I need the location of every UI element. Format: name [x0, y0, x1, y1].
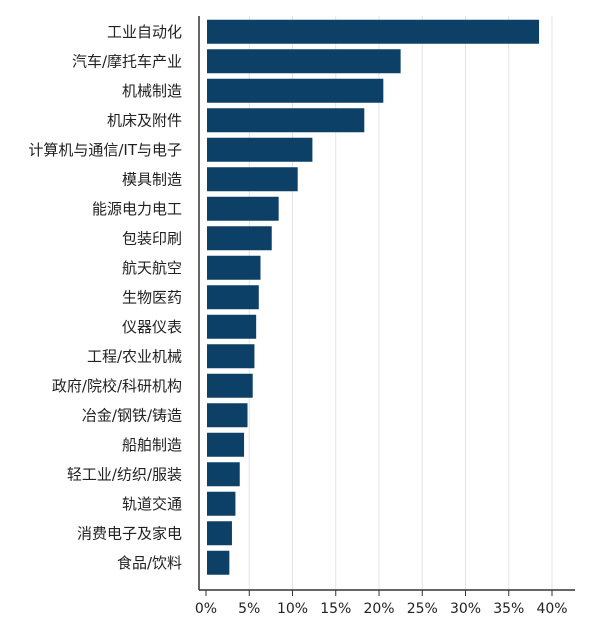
bar-10	[207, 314, 257, 339]
bar-5	[207, 167, 298, 192]
bars	[207, 19, 540, 575]
x-tick-label-3: 15%	[320, 601, 351, 617]
category-label-3: 机床及附件	[107, 111, 182, 129]
category-label-0: 工业自动化	[107, 23, 182, 41]
category-label-8: 航天航空	[122, 259, 182, 277]
x-tick-label-4: 20%	[363, 601, 394, 617]
category-label-7: 包装印刷	[122, 229, 182, 247]
category-label-13: 冶金/钢铁/铸造	[82, 406, 182, 424]
x-tick-label-7: 35%	[493, 601, 524, 617]
bar-15	[207, 462, 240, 487]
bar-2	[207, 78, 384, 103]
category-label-2: 机械制造	[122, 82, 182, 100]
x-tick-label-8: 40%	[536, 601, 567, 617]
category-label-1: 汽车/摩托车产业	[72, 52, 182, 70]
bar-13	[207, 403, 248, 428]
category-label-6: 能源电力电工	[92, 200, 182, 218]
category-labels: 工业自动化汽车/摩托车产业机械制造机床及附件计算机与通信/IT与电子模具制造能源…	[28, 23, 182, 572]
category-label-15: 轻工业/纺织/服装	[67, 465, 182, 483]
bar-16	[207, 491, 236, 516]
bar-14	[207, 432, 245, 457]
bar-4	[207, 137, 313, 162]
category-label-18: 食品/饮料	[117, 554, 182, 572]
category-label-17: 消费电子及家电	[77, 524, 182, 542]
x-tick-label-1: 5%	[238, 601, 260, 617]
bar-3	[207, 108, 365, 133]
bar-12	[207, 373, 253, 398]
category-label-12: 政府/院校/科研机构	[52, 377, 182, 395]
category-label-16: 轨道交通	[122, 495, 182, 513]
bar-6	[207, 196, 279, 221]
category-label-4: 计算机与通信/IT与电子	[28, 141, 182, 159]
bar-8	[207, 255, 261, 280]
bar-9	[207, 285, 259, 310]
axes: 0% 5% 10% 15% 20% 25% 30% 35% 40%	[195, 16, 575, 617]
category-label-11: 工程/农业机械	[87, 347, 182, 365]
category-label-9: 生物医药	[122, 288, 182, 306]
x-tick-label-2: 10%	[277, 601, 308, 617]
bar-18	[207, 550, 230, 575]
category-label-5: 模具制造	[122, 170, 182, 188]
bar-0	[207, 19, 540, 44]
x-tick-label-5: 25%	[407, 601, 438, 617]
x-tick-label-0: 0%	[195, 601, 217, 617]
category-label-14: 船舶制造	[122, 436, 182, 454]
bar-11	[207, 344, 255, 369]
bar-17	[207, 521, 232, 546]
x-tick-label-6: 30%	[450, 601, 481, 617]
category-label-10: 仪器仪表	[122, 318, 182, 336]
bar-7	[207, 226, 272, 251]
bar-1	[207, 49, 401, 74]
